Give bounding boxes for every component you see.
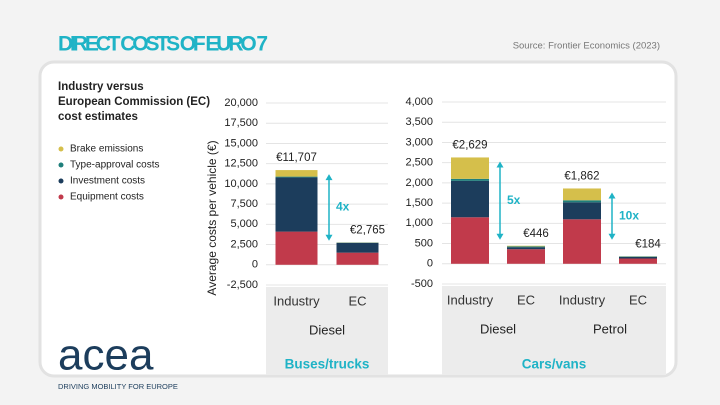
bar-segment bbox=[336, 252, 379, 265]
total-label: €1,862 bbox=[564, 171, 599, 183]
arrow-head bbox=[496, 161, 504, 168]
arrow-head bbox=[608, 233, 616, 240]
y-tick-label: -2,500 bbox=[227, 279, 258, 291]
bar-segment bbox=[451, 217, 489, 264]
y-tick-label: 20,000 bbox=[224, 97, 258, 109]
logo-tagline: DRIVING MOBILITY FOR EUROPE bbox=[58, 382, 178, 391]
bar-segment bbox=[275, 170, 318, 177]
bar-segment bbox=[451, 178, 489, 181]
bar-segment bbox=[619, 258, 657, 264]
y-tick-label: 17,500 bbox=[224, 117, 258, 129]
x-tick-label: Industry bbox=[559, 292, 606, 307]
total-label: €2,629 bbox=[452, 139, 487, 151]
arrow-head bbox=[325, 174, 333, 181]
logo: acea bbox=[58, 331, 154, 380]
total-label: €11,707 bbox=[276, 152, 317, 164]
y-tick-label: 10,000 bbox=[224, 178, 258, 190]
total-label: €2,765 bbox=[350, 224, 385, 236]
y-tick-label: 3,500 bbox=[405, 116, 433, 128]
bar-segment bbox=[507, 249, 545, 264]
y-axis-label: Average costs per vehicle (€) bbox=[205, 140, 219, 295]
legend-swatch bbox=[58, 194, 64, 200]
y-tick-label: -500 bbox=[411, 278, 433, 290]
ratio-label: 4x bbox=[336, 200, 350, 214]
y-tick-label: 7,500 bbox=[230, 198, 258, 210]
y-tick-label: 0 bbox=[252, 259, 258, 271]
bar-segment bbox=[507, 247, 545, 250]
panel-label: Cars/vans bbox=[522, 357, 587, 372]
group-label: Diesel bbox=[480, 321, 516, 336]
bar-segment bbox=[275, 176, 318, 178]
label-panel bbox=[442, 286, 666, 375]
y-tick-label: 500 bbox=[415, 237, 433, 249]
legend-swatch bbox=[58, 146, 64, 152]
legend-label: Brake emissions bbox=[70, 144, 143, 155]
label-panel bbox=[266, 287, 388, 375]
legend-label: Investment costs bbox=[70, 176, 145, 187]
legend-label: Type-approval costs bbox=[70, 160, 160, 171]
y-tick-label: 0 bbox=[427, 258, 433, 270]
bar-segment bbox=[507, 245, 545, 247]
y-tick-label: 2,500 bbox=[405, 157, 433, 169]
y-tick-label: 3,000 bbox=[405, 136, 433, 148]
arrow-head bbox=[325, 234, 333, 241]
legend-title: cost estimates bbox=[58, 111, 138, 123]
page-title: DIRECT COSTS OF EURO 7 bbox=[58, 33, 268, 56]
total-label: €184 bbox=[635, 238, 661, 250]
bar-segment bbox=[451, 157, 489, 179]
x-tick-label: Industry bbox=[447, 292, 494, 307]
bar-segment bbox=[619, 256, 657, 259]
panel-label: Buses/trucks bbox=[285, 357, 370, 372]
total-label: €446 bbox=[523, 228, 549, 240]
arrow-head bbox=[608, 192, 616, 199]
ratio-label: 10x bbox=[619, 208, 639, 222]
bar-segment bbox=[563, 219, 601, 264]
y-tick-label: 15,000 bbox=[224, 137, 258, 149]
x-tick-label: Industry bbox=[273, 293, 320, 308]
group-label: Petrol bbox=[593, 321, 627, 336]
legend-label: Equipment costs bbox=[70, 192, 144, 203]
legend-title: European Commission (EC) bbox=[58, 96, 210, 108]
y-tick-label: 1,000 bbox=[405, 217, 433, 229]
source: Source: Frontier Economics (2023) bbox=[513, 41, 660, 52]
y-tick-label: 4,000 bbox=[405, 96, 433, 108]
y-tick-label: 12,500 bbox=[224, 158, 258, 170]
bar-segment bbox=[563, 202, 601, 220]
group-label: Diesel bbox=[309, 322, 345, 337]
bar-segment bbox=[563, 200, 601, 203]
x-tick-label: EC bbox=[348, 293, 366, 308]
y-tick-label: 5,000 bbox=[230, 218, 258, 230]
bar-segment bbox=[336, 242, 379, 253]
bar-segment bbox=[275, 177, 318, 232]
ratio-label: 5x bbox=[507, 193, 521, 207]
x-tick-label: EC bbox=[629, 292, 647, 307]
y-tick-label: 2,500 bbox=[230, 238, 258, 250]
bar-segment bbox=[507, 246, 545, 248]
bar-segment bbox=[275, 231, 318, 265]
bar-segment bbox=[563, 188, 601, 201]
bar-segment bbox=[451, 180, 489, 218]
x-tick-label: EC bbox=[517, 292, 535, 307]
y-tick-label: 2,000 bbox=[405, 177, 433, 189]
legend-swatch bbox=[58, 162, 64, 168]
y-tick-label: 1,500 bbox=[405, 197, 433, 209]
legend-swatch bbox=[58, 178, 64, 184]
arrow-head bbox=[496, 233, 504, 240]
legend-title: Industry versus bbox=[58, 81, 144, 93]
